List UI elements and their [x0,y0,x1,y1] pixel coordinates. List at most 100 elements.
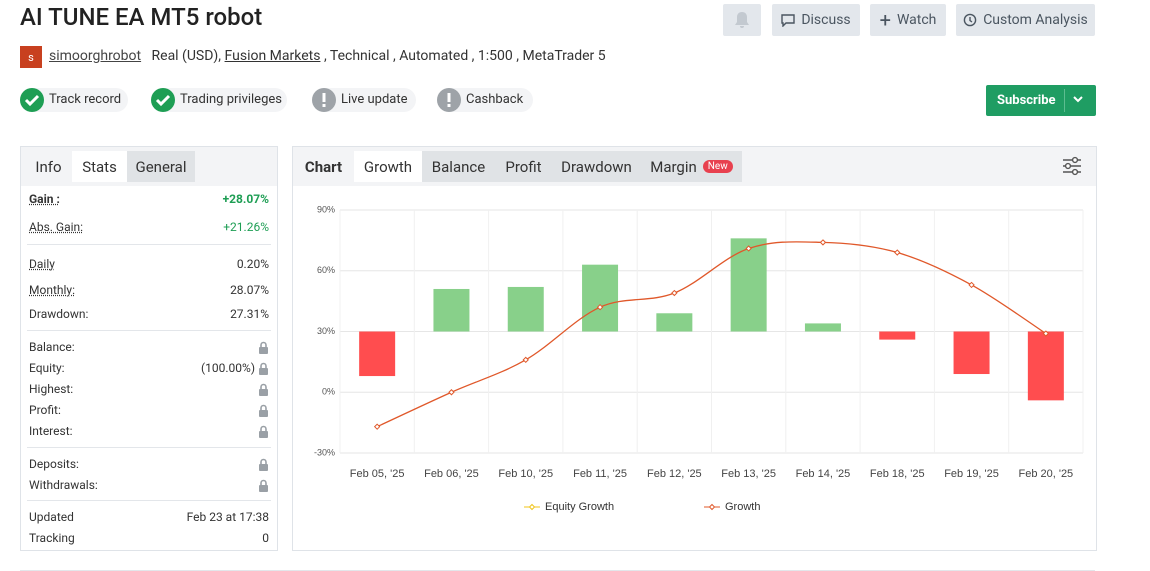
subscribe-button[interactable]: Subscribe [986,85,1096,116]
stat-text: 27.31% [230,307,269,321]
account: Real (USD), [151,48,222,64]
stat-value [255,383,269,396]
button-label: Discuss [801,12,851,28]
stat-label: Abs. Gain: [29,220,84,234]
separator [27,330,271,331]
title: AI TUNE EA MT5 robot [20,3,263,31]
chart-tab-label: Drawdown [561,157,632,176]
stat-label: Profit: [29,403,61,417]
stat-value [255,404,269,417]
chart-tab-label: Balance [431,157,486,176]
badge: Live update [312,88,416,112]
stat-row: Daily 0.20% [29,255,269,273]
badge-label: Cashback [466,92,524,107]
badge: Track record [20,88,128,112]
chart-tab-label: Margin [650,157,697,176]
lock-icon [259,479,268,492]
stat-label: Balance: [29,340,75,354]
chart-tab[interactable]: Drawdown [552,151,641,182]
stats-panel: Info Stats General Gain : +28.07% Abs. Gain: +… [20,146,278,551]
stat-text: 0.20% [236,257,269,271]
badge: Cashback [437,88,533,112]
button-label: Watch [896,12,937,28]
settings-icon[interactable] [1061,155,1083,177]
stat-row: Balance: [29,338,269,356]
chart-tab-label: Chart [304,157,343,176]
lock-icon [259,383,268,396]
separator [27,500,271,501]
stat-label: Deposits: [29,457,79,471]
stat-text: 0 [262,531,269,545]
stat-label: Monthly: [29,283,75,297]
stat-value: Feb 23 at 17:38 [187,510,269,524]
stat-row: Abs. Gain: +21.26% [29,218,269,236]
stats-tab[interactable]: General [127,151,195,182]
analysis-button[interactable]: Custom Analysis [956,4,1095,36]
badge-label: Track record [49,92,122,107]
chart-tab-label: Profit [505,157,542,176]
stat-value: 0.20% [237,257,269,271]
stat-value: +28.07% [223,192,269,206]
stat-row: Deposits: [29,455,269,473]
stat-label: Drawdown: [29,307,89,321]
stat-value: 27.31% [230,307,269,321]
stat-value: (100.00%) [201,361,269,375]
stat-value: 28.07% [230,283,269,297]
stat-label: Gain : [29,192,60,206]
check-icon [20,88,44,112]
chart-tab[interactable]: Balance [422,151,495,182]
stat-text: +28.07% [222,192,269,206]
stat-row: Interest: [29,422,269,440]
stat-label: Withdrawals: [29,478,98,492]
stat-text: +21.26% [223,220,269,234]
stat-value: 0 [262,531,269,545]
stat-value [255,479,269,492]
new-badge: New [702,160,733,173]
lock-icon [259,362,268,375]
stat-label: Tracking [29,531,75,545]
stat-row: Highest: [29,380,269,398]
chart-tab[interactable]: Margin New [641,151,742,182]
badge: Trading privileges [151,88,287,112]
stat-row: Equity: (100.00%) [29,359,269,377]
stat-text: (100.00%) [201,361,255,375]
stats-tab[interactable]: Info [35,157,62,176]
stat-value [255,425,269,438]
separator [27,244,271,245]
stats-tab[interactable]: Stats [72,151,127,182]
author-link[interactable]: simoorghrobot [49,48,142,64]
stat-label: Highest: [29,382,74,396]
stat-row: Tracking 0 [29,529,269,547]
lock-icon [259,425,268,438]
stat-text: 28.07% [230,283,269,297]
discuss-button[interactable]: Discuss [772,4,860,36]
stat-value [255,458,269,471]
stat-row: Gain : +28.07% [29,190,269,208]
notify-button[interactable] [723,4,761,36]
meta-line: simoorghrobot Real (USD), Fusion Markets… [49,48,606,64]
broker-link[interactable]: Fusion Markets [224,48,321,64]
badge-label: Live update [341,92,408,107]
warn-icon [437,88,461,112]
stat-row: Withdrawals: [29,476,269,494]
chart-tab[interactable]: Chart [293,151,354,182]
badge-label: Trading privileges [180,92,282,107]
subscribe-label: Subscribe [997,93,1056,108]
stat-label: Interest: [29,424,73,438]
stat-label: Equity: [29,361,65,375]
stat-text: Feb 23 at 17:38 [186,510,269,524]
stat-value: +21.26% [223,220,269,234]
warn-icon [312,88,336,112]
lock-icon [259,458,268,471]
watch-button[interactable]: + Watch [870,4,946,36]
chart-tab[interactable]: Growth [354,151,422,182]
check-icon [151,88,175,112]
chart-tab[interactable]: Profit [495,151,552,182]
chart-tab-label: Growth [363,157,413,176]
stat-row: Updated Feb 23 at 17:38 [29,508,269,526]
stat-label: Daily [29,257,55,271]
chart-panel: Chart Growth Balance Profit Drawdown Margin Ne… [292,146,1097,551]
stat-row: Monthly: 28.07% [29,281,269,299]
avatar: s [20,46,42,68]
